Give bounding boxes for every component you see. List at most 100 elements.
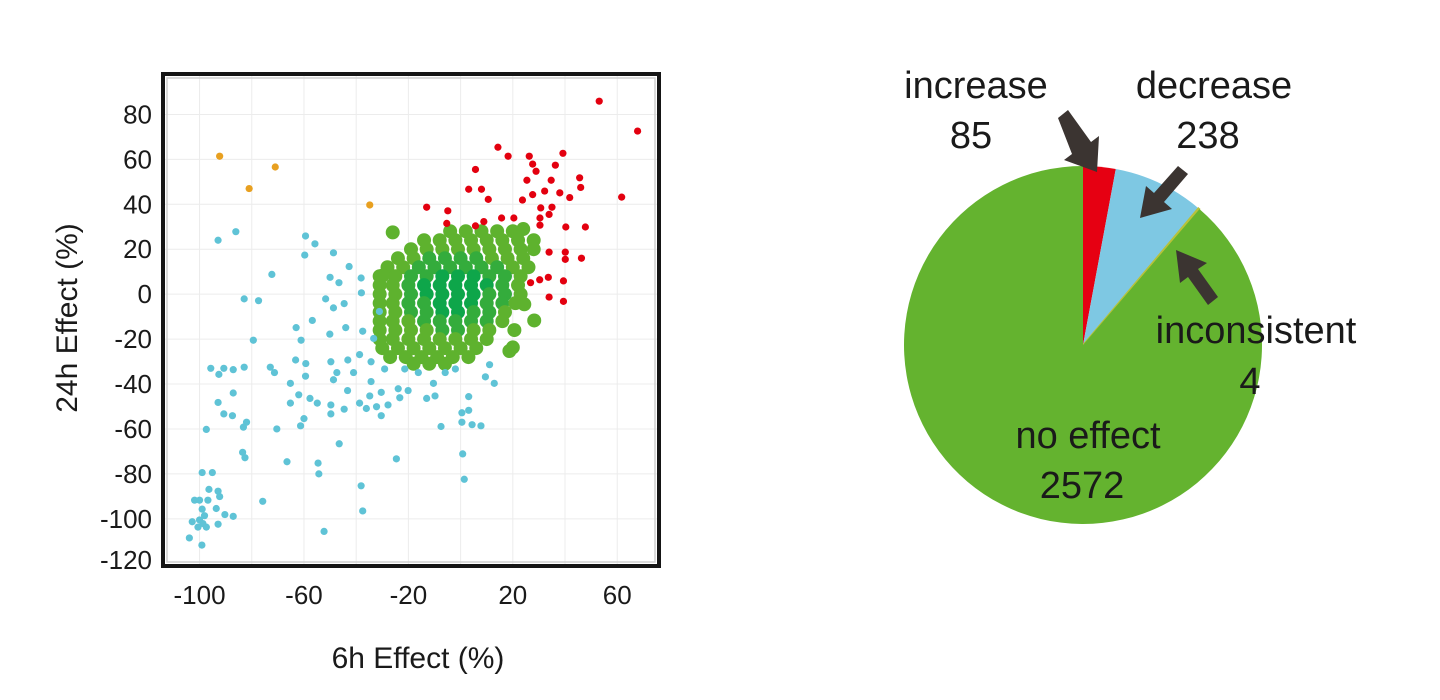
- point-increase: [529, 160, 537, 168]
- point-increase: [545, 248, 553, 256]
- point-increase: [471, 165, 480, 174]
- x-tick-label: 60: [603, 580, 632, 610]
- point-decrease: [437, 422, 445, 431]
- point-decrease: [212, 504, 220, 513]
- point-decrease: [342, 324, 350, 332]
- point-decrease: [370, 334, 378, 343]
- point-decrease: [198, 505, 206, 513]
- point-decrease: [259, 497, 267, 505]
- point-increase: [562, 223, 570, 231]
- point-increase: [497, 214, 506, 222]
- point-decrease: [283, 458, 291, 466]
- label-inconsistent: inconsistent: [1156, 310, 1357, 352]
- arrow-increase-icon: [1058, 110, 1099, 172]
- point-decrease: [295, 391, 303, 399]
- point-decrease: [485, 361, 494, 369]
- point-decrease: [313, 399, 321, 407]
- point-decrease: [458, 409, 466, 417]
- point-no-effect: [507, 323, 522, 338]
- point-decrease: [270, 368, 279, 377]
- point-increase: [423, 203, 431, 211]
- point-decrease: [377, 388, 385, 396]
- point-decrease: [381, 365, 389, 373]
- point-decrease: [311, 240, 319, 248]
- point-increase: [480, 218, 488, 226]
- point-increase: [444, 207, 452, 215]
- point-decrease: [431, 392, 439, 400]
- point-decrease: [329, 376, 338, 384]
- series-increase: [423, 97, 642, 305]
- point-decrease: [292, 356, 300, 364]
- x-tick-label: -100: [174, 580, 226, 610]
- point-decrease: [200, 512, 209, 520]
- x-tick-label: 20: [498, 580, 527, 610]
- point-decrease: [198, 541, 206, 549]
- point-decrease: [301, 232, 310, 240]
- point-decrease: [300, 415, 308, 423]
- point-decrease: [207, 364, 215, 372]
- inner-frame: [166, 77, 656, 563]
- pie-arrows: [1058, 110, 1218, 305]
- scatter-plot: -100 -60 -20 20 60 80 60 40 20 0 -20 -40 -60 -80 -100…: [51, 72, 661, 675]
- point-decrease: [459, 450, 467, 458]
- point-increase: [566, 193, 574, 202]
- arrow-inconsistent-icon: [1176, 250, 1218, 305]
- x-tick-label: -60: [285, 580, 323, 610]
- point-decrease: [362, 404, 370, 413]
- point-increase: [443, 219, 451, 227]
- point-decrease: [357, 274, 365, 282]
- point-no-effect: [505, 340, 520, 355]
- point-decrease: [229, 389, 237, 397]
- point-decrease: [292, 324, 300, 332]
- point-decrease: [392, 455, 400, 463]
- point-inconsistent: [216, 152, 224, 160]
- pie-slices: [904, 166, 1263, 524]
- point-decrease: [465, 406, 473, 414]
- point-decrease: [315, 470, 323, 478]
- point-decrease: [349, 368, 358, 377]
- point-increase: [577, 254, 586, 262]
- point-decrease: [329, 249, 338, 257]
- point-decrease: [481, 373, 489, 381]
- point-decrease: [266, 363, 274, 371]
- point-decrease: [460, 475, 468, 483]
- point-decrease: [340, 300, 348, 308]
- point-decrease: [239, 448, 247, 456]
- point-increase: [532, 167, 540, 175]
- series-no-effect: [372, 222, 542, 371]
- point-decrease: [345, 262, 353, 271]
- point-decrease: [355, 350, 364, 359]
- point-decrease: [214, 236, 222, 244]
- point-increase: [576, 174, 584, 182]
- point-increase: [559, 277, 568, 285]
- point-decrease: [239, 423, 248, 431]
- point-decrease: [249, 336, 257, 344]
- point-increase: [536, 214, 544, 222]
- point-decrease: [220, 410, 228, 418]
- point-decrease: [202, 425, 210, 434]
- point-decrease: [302, 359, 310, 368]
- point-decrease: [273, 425, 281, 433]
- point-decrease: [458, 418, 466, 426]
- point-decrease: [297, 336, 305, 344]
- point-decrease: [301, 251, 309, 259]
- point-decrease: [327, 358, 335, 366]
- point-decrease: [372, 403, 381, 411]
- series-inconsistent: [216, 152, 374, 209]
- point-increase: [561, 255, 569, 263]
- point-no-effect: [461, 350, 476, 365]
- y-tick-label: 40: [123, 189, 152, 219]
- point-no-effect: [527, 313, 542, 328]
- point-decrease: [429, 379, 438, 387]
- point-no-effect: [495, 314, 510, 329]
- series-decrease: [185, 228, 498, 549]
- point-decrease: [314, 459, 322, 467]
- x-tick-label: -20: [390, 580, 428, 610]
- point-decrease: [268, 270, 276, 278]
- point-decrease: [357, 289, 365, 297]
- pie-slice-no-effect: [904, 166, 1263, 524]
- point-decrease: [465, 393, 473, 401]
- point-increase: [504, 152, 512, 160]
- point-decrease: [198, 468, 206, 477]
